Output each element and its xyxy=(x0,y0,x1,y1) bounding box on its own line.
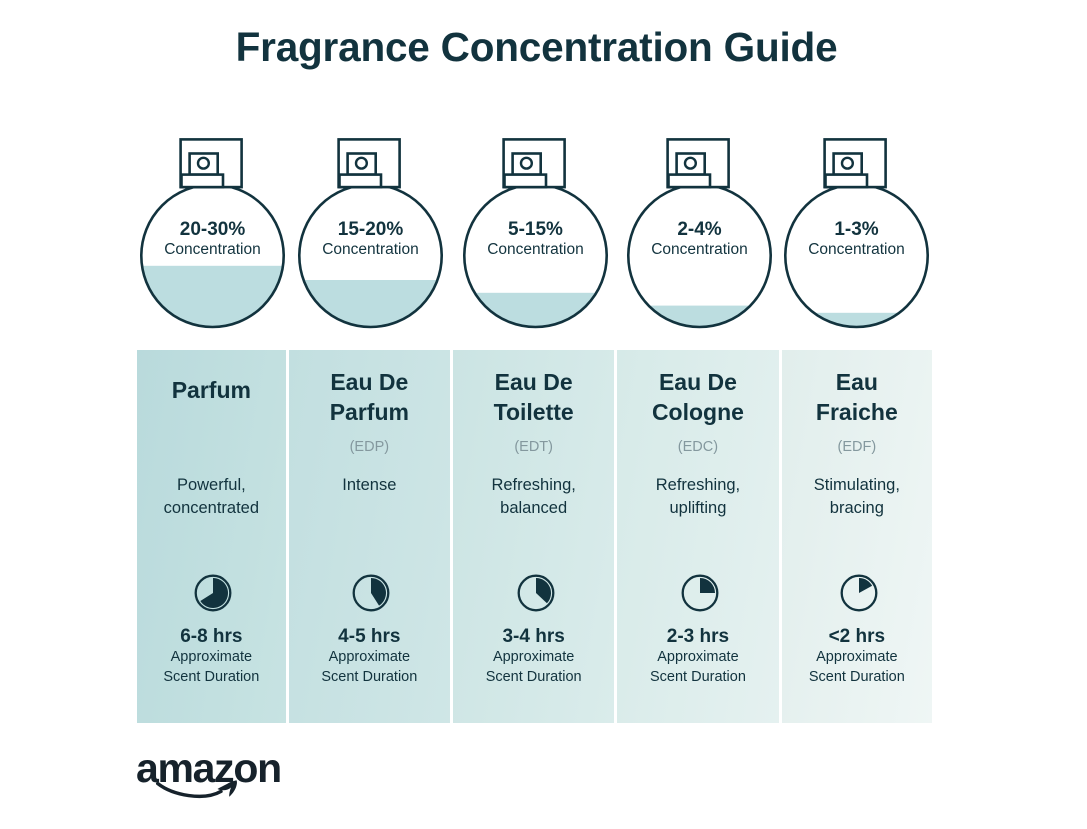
svg-text:Concentration: Concentration xyxy=(165,241,262,258)
svg-text:2-4%: 2-4% xyxy=(677,219,721,240)
svg-text:20-30%: 20-30% xyxy=(180,219,246,240)
svg-text:Concentration: Concentration xyxy=(651,241,748,258)
svg-text:1-3%: 1-3% xyxy=(835,219,879,240)
svg-text:Concentration: Concentration xyxy=(809,241,906,258)
svg-text:15-20%: 15-20% xyxy=(338,219,404,240)
svg-text:5-15%: 5-15% xyxy=(508,219,563,240)
svg-text:Concentration: Concentration xyxy=(487,241,584,258)
svg-text:Concentration: Concentration xyxy=(323,241,420,258)
